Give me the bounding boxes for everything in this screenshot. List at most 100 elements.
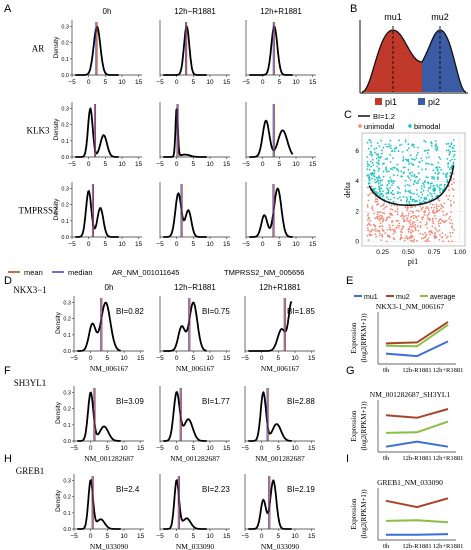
a-density-label-0: Density [53,36,60,58]
d-condition-0: 0h [105,283,114,292]
c-legend-bi: BI=1.2 [373,112,395,121]
c-point-bimodal [387,189,390,192]
gene-plot-r2-c0-ytick-label: 0.2 [63,495,71,501]
a-plot-r0-c0-xtick-label: 15 [135,79,143,86]
expr-line-mu2-0 [385,321,449,345]
d-condition-1: 12h−R1881 [174,283,216,292]
c-point-bimodal [381,149,383,152]
c-point-unimodal [449,199,452,202]
c-point-unimodal [383,208,385,211]
gene-plot-r1-c2-xtick-label: 10 [291,445,299,452]
c-point-bimodal [396,174,399,177]
c-point-bimodal [409,196,412,199]
c-point-bimodal [453,150,456,153]
c-point-unimodal [434,227,436,229]
expr-line-mu2-1 [385,408,449,419]
panel-a-legend: mean median AR_NM_001011645 TMPRSS2_NM_0… [8,268,304,277]
c-point-bimodal [431,175,433,178]
c-point-bimodal [420,185,423,188]
c-point-bimodal [452,155,455,158]
gene-plot-r2-c0-ytick-label: 0.0 [63,527,71,533]
c-point-unimodal [372,223,375,226]
c-point-bimodal [436,184,438,186]
c-point-unimodal [438,239,441,241]
c-point-unimodal [376,200,379,203]
c-point-bimodal [438,184,441,187]
a-plot-r1-c0-xtick-label: 15 [135,161,143,168]
a-plot-r1-c0-ytick-label: 0.2 [61,123,69,129]
c-point-bimodal [415,157,418,159]
c-point-unimodal [378,232,381,235]
c-point-bimodal [366,175,369,177]
c-point-bimodal [417,182,419,185]
e-legend-mu1: mu1 [364,294,378,301]
a-plot-r0-c1-xtick-label: 15 [223,79,231,86]
mu2-label: mu2 [431,12,449,22]
c-point-bimodal [393,166,396,169]
c-point-bimodal [404,190,407,193]
gene-plot-r1-c0-xtick-label: 5 [106,445,110,452]
c-point-bimodal [377,153,379,156]
c-point-unimodal [406,219,408,222]
c-point-bimodal [433,184,435,187]
c-point-unimodal [379,222,382,225]
density-label-0: Density [55,311,62,333]
a-plot-r2-c0-xtick-label: 5 [104,241,108,248]
c-point-bimodal [424,140,427,143]
a-plot-r2-c2-xtick-label: 15 [309,241,317,248]
c-point-bimodal [373,190,376,193]
gene-label-1: SH3YL1 [14,378,47,388]
c-point-unimodal [370,234,373,236]
c-point-unimodal [449,215,451,218]
c-point-unimodal [440,203,442,206]
c-point-unimodal [367,194,370,197]
c-point-unimodal [410,210,412,213]
c-point-unimodal [389,226,391,229]
c-point-unimodal [411,221,414,224]
a-plot-r0-c2-density-curve [249,25,293,76]
gene-plot-r2-c2-xtick-label: 5 [277,533,281,540]
gene-plot-r0-c2-xtick-label: 10 [291,355,299,362]
gene-plot-r1-c1-xtick-label: 5 [192,445,196,452]
c-point-unimodal [412,230,414,233]
a-condition-2: 12h+R1881 [260,7,302,16]
c-point-bimodal [452,161,455,164]
c-point-bimodal [449,168,451,171]
c-point-unimodal [431,203,434,206]
a-plot-r2-c2-xtick-label: 10 [292,241,300,248]
panel-letter-f: F [4,365,11,377]
c-point-unimodal [396,213,399,216]
c-point-bimodal [385,166,387,169]
c-point-bimodal [382,170,385,173]
c-point-unimodal [368,193,371,196]
c-ytick-label: 2 [355,208,359,215]
a-plot-r1-c0-xtick-label: 10 [118,161,126,168]
a-plot-r0-c0-xtick-label: 0 [87,79,91,86]
c-point-unimodal [367,239,370,242]
a-plot-r2-c2-xtick-label: −5 [242,241,250,248]
c-point-unimodal [437,209,440,212]
c-point-unimodal [386,216,388,219]
gene-plot-r0-c0-xtick-label: 5 [106,355,110,362]
c-point-bimodal [431,195,434,198]
a-plot-r1-c0-density-curve [75,106,119,158]
bi-label-r0-c0: BI=0.82 [116,307,144,316]
c-point-unimodal [437,198,439,201]
c-point-bimodal [445,176,448,179]
c-point-unimodal [381,220,384,223]
c-point-bimodal [422,189,425,192]
c-point-bimodal [383,162,385,165]
c-point-bimodal [425,149,427,152]
a-plot-r1-c0-xtick-label: 5 [104,161,108,168]
c-point-bimodal [379,193,382,196]
gene-plot-r0-c0-ytick-label: 0.2 [63,317,71,323]
c-point-bimodal [387,198,390,201]
c-point-unimodal [442,214,445,217]
c-point-bimodal [423,186,426,189]
panel-letter-c: C [344,109,352,121]
gene-plot-r1-c1-xtick-label: −5 [156,445,164,452]
c-point-unimodal [410,215,413,218]
c-point-unimodal [381,234,383,236]
c-point-bimodal [449,152,451,155]
c-point-bimodal [396,163,399,166]
